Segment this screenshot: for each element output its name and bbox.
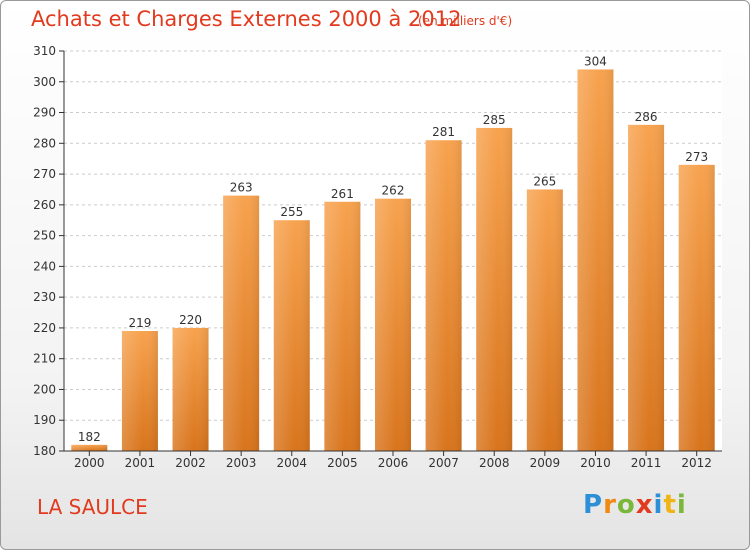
y-tick-label: 180 xyxy=(33,444,56,458)
bar-shading xyxy=(425,140,462,451)
bar-shading xyxy=(324,201,361,451)
data-label: 262 xyxy=(382,184,405,198)
y-tick-label: 190 xyxy=(33,413,56,427)
data-label: 220 xyxy=(179,313,202,327)
x-tick-label: 2005 xyxy=(327,456,358,470)
y-tick-label: 290 xyxy=(33,106,56,120)
bar-shading xyxy=(71,444,108,451)
y-tick-label: 270 xyxy=(33,167,56,181)
y-tick-label: 230 xyxy=(33,290,56,304)
proxiti-logo: Proxiti xyxy=(583,490,687,520)
data-label: 273 xyxy=(685,150,708,164)
data-label: 263 xyxy=(230,181,253,195)
x-tick-label: 2008 xyxy=(479,456,510,470)
x-tick-label: 2001 xyxy=(125,456,156,470)
y-tick-label: 260 xyxy=(33,198,56,212)
data-label: 261 xyxy=(331,187,354,201)
data-label: 182 xyxy=(78,430,101,444)
logo-letter: i xyxy=(653,490,664,520)
bar-shading xyxy=(476,127,513,451)
x-tick-label: 2003 xyxy=(226,456,257,470)
bar-shading xyxy=(273,220,310,451)
x-tick-label: 2009 xyxy=(530,456,561,470)
logo-letter: o xyxy=(616,490,636,520)
data-label: 265 xyxy=(533,174,556,188)
y-tick-label: 310 xyxy=(33,44,56,58)
data-label: 255 xyxy=(280,205,303,219)
logo-letter: t xyxy=(663,490,677,520)
y-tick-label: 280 xyxy=(33,136,56,150)
y-tick-label: 300 xyxy=(33,75,56,89)
logo-letter: P xyxy=(583,490,604,520)
chart-title: Achats et Charges Externes 2000 à 2012 xyxy=(31,7,462,31)
x-tick-label: 2011 xyxy=(631,456,662,470)
bar-shading xyxy=(628,124,665,451)
bar-shading xyxy=(223,195,260,451)
bar-shading xyxy=(172,327,209,451)
y-tick-label: 220 xyxy=(33,321,56,335)
bars xyxy=(71,69,715,451)
x-tick-label: 2006 xyxy=(378,456,409,470)
bar-shading xyxy=(526,189,563,451)
x-tick-label: 2002 xyxy=(175,456,206,470)
data-label: 219 xyxy=(128,316,151,330)
x-tick-label: 2004 xyxy=(276,456,307,470)
x-tick-label: 2012 xyxy=(681,456,712,470)
x-tick-label: 2007 xyxy=(428,456,459,470)
y-tick-label: 200 xyxy=(33,382,56,396)
data-label: 285 xyxy=(483,113,506,127)
place-name: LA SAULCE xyxy=(37,495,148,519)
bar-shading xyxy=(121,331,158,451)
data-label: 281 xyxy=(432,125,455,139)
bar-shading xyxy=(375,198,411,451)
y-tick-label: 210 xyxy=(33,352,56,366)
logo-letter: i xyxy=(676,490,687,520)
data-label: 286 xyxy=(635,110,658,124)
value-labels: 182 219 220 263 255 261 262 281 285 265 304 286 273 xyxy=(78,54,708,443)
logo-letter: x xyxy=(635,490,654,520)
y-tick-label: 240 xyxy=(33,259,56,273)
axes: 180 190 200 210 220 230 240 250 260 270 280 290 300 3… xyxy=(33,44,722,470)
x-tick-label: 2000 xyxy=(74,456,105,470)
data-label: 304 xyxy=(584,54,607,68)
bar-shading xyxy=(577,69,614,451)
x-tick-label: 2010 xyxy=(580,456,611,470)
y-tick-label: 250 xyxy=(33,229,56,243)
logo-letter: r xyxy=(603,490,617,520)
chart-subtitle: (en milliers d'€) xyxy=(418,14,513,28)
bar-shading xyxy=(678,164,715,451)
